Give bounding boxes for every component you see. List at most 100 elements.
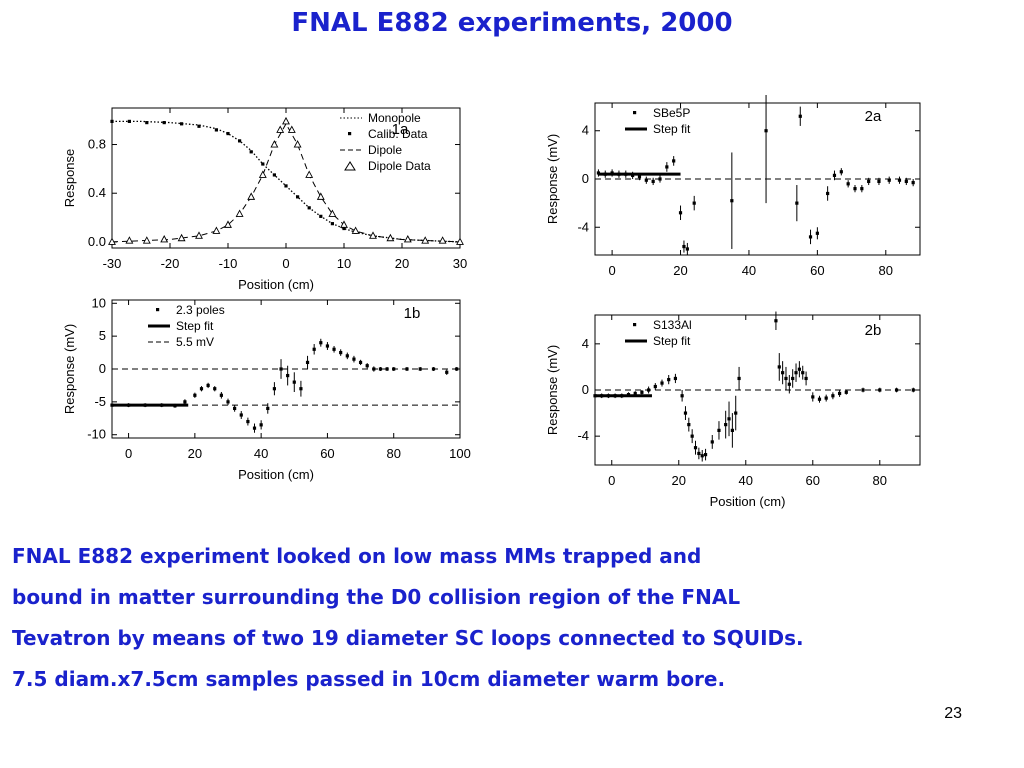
data-point (307, 206, 311, 210)
data-point (787, 382, 791, 386)
x-tick-label: -30 (103, 256, 122, 271)
data-point (894, 388, 899, 392)
data-point (325, 344, 330, 348)
data-point (127, 119, 131, 123)
data-point (199, 387, 204, 391)
data-point (293, 140, 302, 148)
data-point (700, 454, 704, 458)
data-point (378, 367, 383, 371)
data-point (160, 235, 169, 243)
data-point (878, 388, 882, 392)
data-point (358, 360, 363, 365)
data-point (246, 419, 250, 424)
data-point (183, 400, 187, 404)
data-point (673, 376, 678, 381)
x-tick-label: 20 (673, 263, 687, 278)
body-line-1: FNAL E882 experiment looked on low mass … (12, 544, 702, 568)
body-line-3: Tevatron by means of two 19 diameter SC … (12, 626, 804, 650)
body-line-4: 7.5 diam.x7.5cm samples passed in 10cm d… (12, 667, 726, 691)
data-point (804, 376, 808, 381)
x-tick-label: 80 (879, 263, 893, 278)
data-point (784, 376, 788, 381)
data-point (692, 201, 696, 205)
data-point (365, 364, 369, 368)
y-tick-label: -10 (87, 427, 106, 442)
data-point (197, 124, 201, 128)
data-point (730, 428, 734, 432)
data-point (791, 376, 795, 381)
data-point (195, 231, 203, 239)
data-point (693, 446, 698, 450)
data-point (801, 371, 805, 375)
data-point (911, 181, 915, 185)
data-point (252, 426, 257, 430)
data-point (837, 391, 842, 396)
x-tick-label: 40 (739, 473, 753, 488)
data-point (177, 233, 186, 242)
data-point (697, 451, 701, 456)
data-point (226, 400, 230, 404)
data-point (808, 235, 813, 239)
data-point (339, 350, 343, 355)
data-point (781, 371, 785, 375)
legend-label: Step fit (176, 319, 214, 333)
data-point (844, 390, 848, 394)
x-tick-label: 0 (282, 256, 289, 271)
x-tick-label: 80 (873, 473, 887, 488)
series-line (111, 122, 461, 243)
data-point (678, 211, 683, 215)
data-point (839, 170, 843, 174)
legend-label: Step fit (653, 334, 691, 348)
data-point (340, 220, 348, 228)
data-point (142, 236, 151, 244)
data-point (438, 236, 447, 244)
legend-marker (156, 308, 160, 312)
data-point (279, 367, 283, 371)
data-point (911, 388, 915, 392)
legend-marker (348, 132, 352, 136)
data-point (226, 131, 230, 136)
data-point (737, 376, 741, 381)
x-tick-label: 40 (254, 446, 268, 461)
chart-1a: -30 -20 -10 0 10 20 30 0.0 0.4 0.8 Position (cm) Re… (62, 107, 467, 292)
data-point (682, 244, 686, 249)
data-point (777, 365, 781, 369)
data-point (282, 116, 290, 125)
x-tick-label: 0 (608, 473, 615, 488)
data-point (860, 187, 864, 191)
x-tick-label: 20 (672, 473, 686, 488)
data-point (832, 173, 837, 177)
data-point (658, 177, 662, 181)
slide-title: FNAL E882 experiments, 2000 (291, 8, 733, 38)
x-tick-label: 0 (125, 446, 132, 461)
data-point (296, 195, 300, 199)
data-point (817, 397, 822, 401)
data-point (180, 122, 184, 126)
data-point (125, 236, 134, 244)
y-tick-label: 10 (92, 295, 106, 310)
data-point (724, 423, 728, 427)
data-point (316, 192, 325, 200)
data-point (224, 220, 232, 228)
data-point (647, 388, 651, 392)
x-axis-label: Position (cm) (238, 467, 314, 482)
data-point (305, 170, 314, 178)
data-point (284, 184, 288, 188)
data-point (110, 119, 114, 123)
data-point (219, 393, 223, 397)
data-point (108, 237, 116, 245)
y-tick-label: -5 (94, 394, 106, 409)
data-point (690, 434, 694, 438)
data-point (798, 114, 802, 118)
legend-marker (633, 111, 637, 115)
data-point (455, 367, 459, 371)
y-tick-label: -4 (577, 219, 589, 234)
data-point (794, 371, 798, 375)
y-tick-label: 0 (582, 171, 589, 186)
data-point (145, 121, 149, 125)
data-point (261, 162, 265, 166)
data-point (644, 178, 648, 182)
legend-label: Monopole (368, 111, 421, 125)
data-point (421, 236, 430, 244)
data-point (633, 391, 637, 396)
